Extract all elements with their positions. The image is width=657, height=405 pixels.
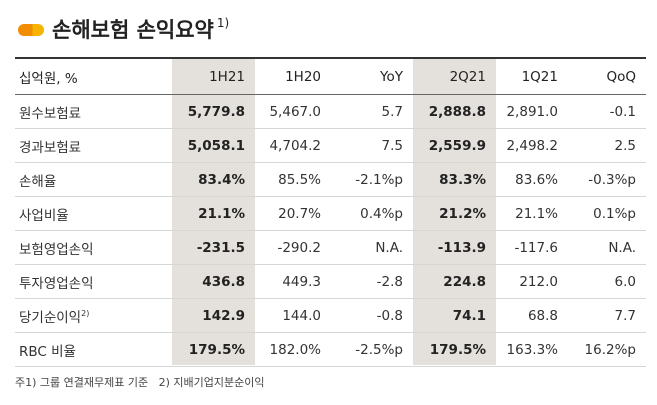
table-row: 당기순이익2) 142.9 144.0 -0.8 74.1 68.8 7.7 bbox=[15, 299, 646, 333]
header-cell: 십억원, % bbox=[19, 70, 78, 87]
row-label: 손해율 bbox=[15, 170, 172, 190]
row-label: 경과보험료 bbox=[15, 136, 172, 156]
row-label: 보험영업손익 bbox=[15, 238, 172, 258]
highlight-column bbox=[413, 59, 496, 365]
row-label-text: 원수보험료 bbox=[19, 105, 82, 122]
title-icon bbox=[18, 24, 44, 36]
cell: 2.5 bbox=[614, 137, 636, 154]
header-cell: 1Q21 bbox=[521, 68, 558, 85]
cell: 5.7 bbox=[381, 103, 403, 120]
cell: -113.9 bbox=[437, 239, 486, 256]
cell: 7.5 bbox=[381, 137, 403, 154]
cell: 179.5% bbox=[188, 341, 245, 358]
cell: 21.2% bbox=[439, 205, 486, 222]
header-cell: QoQ bbox=[606, 68, 636, 85]
cell: 2,498.2 bbox=[506, 137, 558, 154]
table-row: 사업비율 21.1% 20.7% 0.4%p 21.2% 21.1% 0.1%p bbox=[15, 197, 646, 231]
cell: 182.0% bbox=[269, 341, 321, 358]
row-label-text: 경과보험료 bbox=[19, 139, 82, 156]
cell: 7.7 bbox=[614, 307, 636, 324]
cell: 6.0 bbox=[614, 273, 636, 290]
cell: 2,559.9 bbox=[428, 137, 486, 154]
row-label-note: 2) bbox=[81, 308, 90, 318]
row-label-text: 사업비율 bbox=[19, 207, 69, 224]
cell: -0.3%p bbox=[588, 171, 636, 188]
row-label: 원수보험료 bbox=[15, 102, 172, 122]
cell: 21.1% bbox=[515, 205, 558, 222]
title-text: 손해보험 손익요약 bbox=[52, 18, 214, 42]
cell: 4,704.2 bbox=[269, 137, 321, 154]
row-label: 투자영업손익 bbox=[15, 272, 172, 292]
cell: 16.2%p bbox=[584, 341, 636, 358]
header-cell: 1H21 bbox=[209, 68, 245, 85]
cell: -117.6 bbox=[514, 239, 558, 256]
cell: 224.8 bbox=[443, 273, 486, 290]
cell: 212.0 bbox=[519, 273, 558, 290]
cell: 83.4% bbox=[198, 171, 245, 188]
cell: 74.1 bbox=[452, 307, 486, 324]
cell: N.A. bbox=[608, 239, 636, 256]
cell: -2.1%p bbox=[355, 171, 403, 188]
row-label-text: 투자영업손익 bbox=[19, 275, 94, 292]
cell: 83.3% bbox=[439, 171, 486, 188]
header-row: 십억원, % 1H21 1H20 YoY 2Q21 1Q21 QoQ bbox=[15, 59, 646, 95]
table-row: 보험영업손익 -231.5 -290.2 N.A. -113.9 -117.6 N.A. bbox=[15, 231, 646, 265]
cell: 21.1% bbox=[198, 205, 245, 222]
cell: 0.1%p bbox=[593, 205, 636, 222]
cell: 85.5% bbox=[278, 171, 321, 188]
cell: 179.5% bbox=[429, 341, 486, 358]
row-label-text: RBC 비율 bbox=[19, 343, 76, 360]
table: 십억원, % 1H21 1H20 YoY 2Q21 1Q21 QoQ 원수보험료 5,779.8… bbox=[15, 57, 646, 367]
header-cell: 1H20 bbox=[285, 68, 321, 85]
cell: 5,467.0 bbox=[269, 103, 321, 120]
row-label: 당기순이익2) bbox=[15, 306, 172, 326]
cell: 0.4%p bbox=[360, 205, 403, 222]
row-label: 사업비율 bbox=[15, 204, 172, 224]
cell: -0.8 bbox=[376, 307, 403, 324]
row-label-text: 당기순이익 bbox=[19, 309, 82, 326]
cell: N.A. bbox=[375, 239, 403, 256]
highlight-column bbox=[172, 59, 255, 365]
header-cell: YoY bbox=[380, 68, 403, 85]
table-row: 투자영업손익 436.8 449.3 -2.8 224.8 212.0 6.0 bbox=[15, 265, 646, 299]
table-row: 원수보험료 5,779.8 5,467.0 5.7 2,888.8 2,891.0 -0.1 bbox=[15, 95, 646, 129]
cell: 20.7% bbox=[278, 205, 321, 222]
cell: -2.5%p bbox=[355, 341, 403, 358]
row-label-text: 손해율 bbox=[19, 173, 57, 190]
table-row: 손해율 83.4% 85.5% -2.1%p 83.3% 83.6% -0.3%p bbox=[15, 163, 646, 197]
cell: 436.8 bbox=[202, 273, 245, 290]
cell: 142.9 bbox=[202, 307, 245, 324]
cell: 5,779.8 bbox=[187, 103, 245, 120]
row-label: RBC 비율 bbox=[15, 340, 172, 360]
footnote: 주1) 그룹 연결재무제표 기준 2) 지배기업지분순이익 bbox=[15, 376, 265, 389]
cell: 5,058.1 bbox=[187, 137, 245, 154]
cell: -2.8 bbox=[376, 273, 403, 290]
cell: -290.2 bbox=[277, 239, 321, 256]
header-cell: 2Q21 bbox=[449, 68, 486, 85]
cell: -231.5 bbox=[196, 239, 245, 256]
title: 손해보험 손익요약 1) bbox=[52, 14, 229, 44]
cell: 144.0 bbox=[282, 307, 321, 324]
table-row: RBC 비율 179.5% 182.0% -2.5%p 179.5% 163.3% 16.2… bbox=[15, 333, 646, 367]
cell: 2,888.8 bbox=[428, 103, 486, 120]
cell: 83.6% bbox=[515, 171, 558, 188]
cell: 163.3% bbox=[506, 341, 558, 358]
table-row: 경과보험료 5,058.1 4,704.2 7.5 2,559.9 2,498.2 2.5 bbox=[15, 129, 646, 163]
row-label-text: 보험영업손익 bbox=[19, 241, 94, 258]
cell: 2,891.0 bbox=[506, 103, 558, 120]
cell: 449.3 bbox=[282, 273, 321, 290]
title-note: 1) bbox=[216, 16, 230, 30]
cell: -0.1 bbox=[609, 103, 636, 120]
cell: 68.8 bbox=[527, 307, 558, 324]
